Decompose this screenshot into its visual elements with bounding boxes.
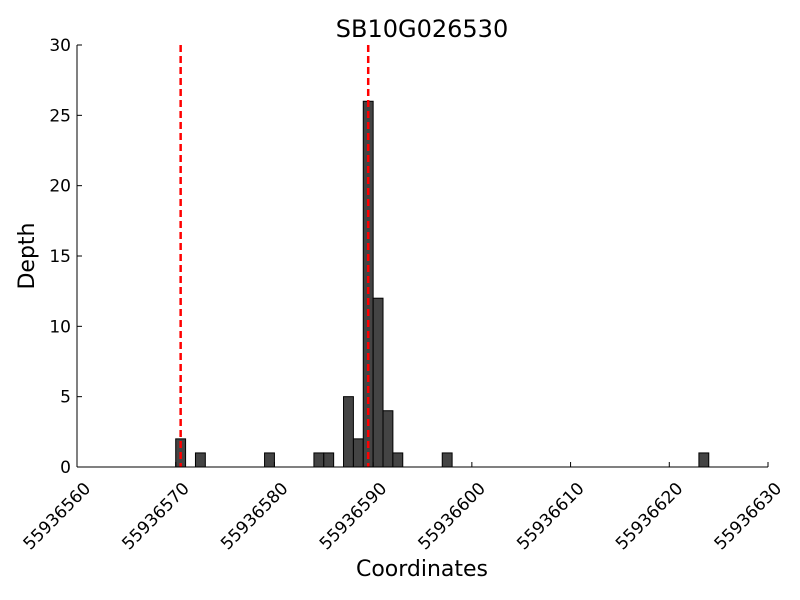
bar-5 [343, 396, 354, 468]
x-tick-label-3: 55936590 [316, 479, 391, 554]
y-tick-label-2: 10 [49, 317, 71, 337]
x-tick-label-4: 55936600 [415, 479, 490, 554]
x-axis-label: Coordinates [356, 557, 488, 582]
x-ticks-group: 55936560 55936570 55936580 55936590 55936600… [20, 462, 786, 554]
bar-1 [194, 452, 206, 468]
bars-group [175, 100, 710, 468]
bar-6 [352, 438, 364, 468]
bar-8 [372, 297, 384, 468]
y-tick-label-4: 20 [49, 177, 71, 197]
bar-9 [382, 410, 394, 468]
x-tick-label-1: 55936570 [118, 479, 193, 554]
x-tick-label-0: 55936560 [20, 479, 95, 554]
reference-lines-group [179, 45, 370, 467]
bar-10 [392, 452, 404, 468]
chart-title: SB10G026530 [336, 15, 508, 43]
bar-11 [441, 452, 453, 468]
y-tick-label-0: 0 [60, 458, 71, 478]
y-tick-label-5: 25 [49, 106, 71, 126]
bar-4 [323, 452, 335, 468]
bar-2 [264, 452, 275, 468]
y-tick-label-6: 30 [49, 36, 71, 56]
x-tick-label-5: 55936610 [513, 479, 588, 554]
x-tick-label-2: 55936580 [217, 479, 292, 554]
bar-3 [313, 452, 325, 468]
bar-12 [698, 452, 710, 468]
y-axis-label: Depth [15, 222, 40, 289]
y-tick-label-1: 5 [60, 388, 71, 408]
x-tick-label-7: 55936630 [711, 479, 786, 554]
x-tick-label-6: 55936620 [612, 479, 687, 554]
y-ticks-group: 0 5 10 15 20 25 30 [49, 36, 82, 478]
y-tick-label-3: 15 [49, 247, 71, 267]
